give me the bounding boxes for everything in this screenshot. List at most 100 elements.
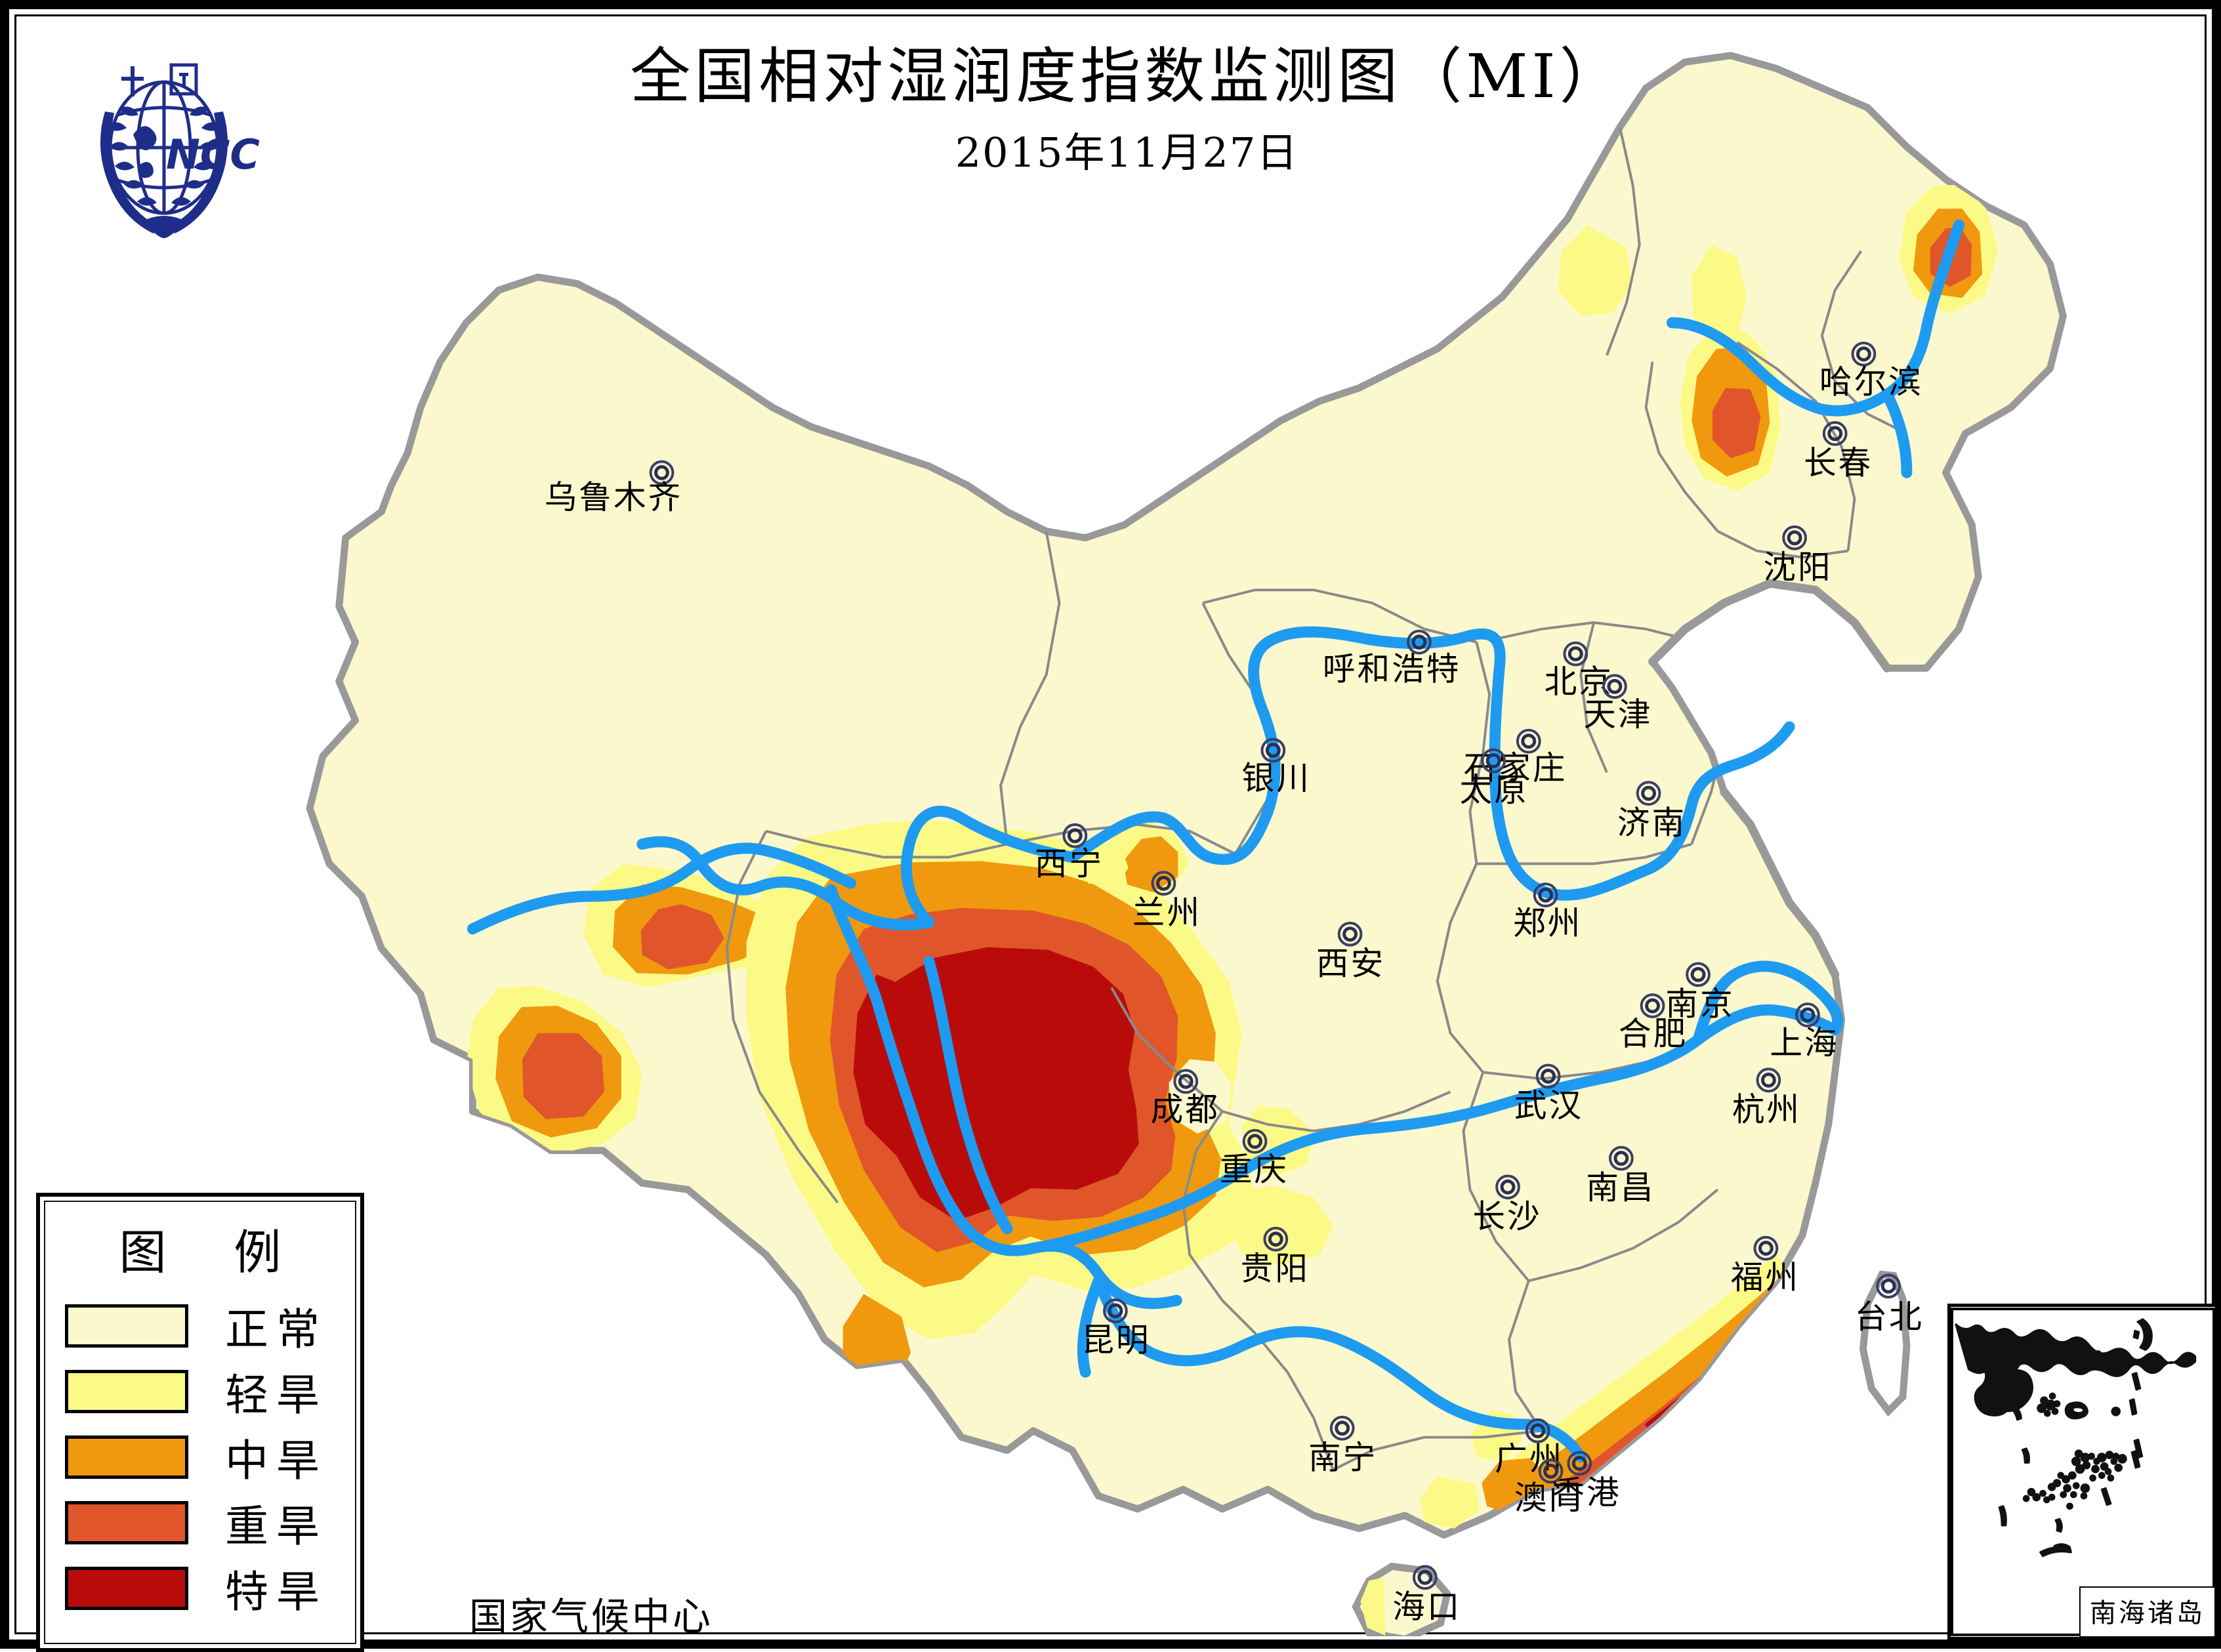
city-dot-inner: [1530, 1423, 1546, 1439]
city-label: 西宁: [1035, 844, 1104, 882]
city-marker[interactable]: 香港: [1552, 1451, 1621, 1512]
south-china-sea-inset[interactable]: 南海诸岛: [1947, 1304, 2218, 1640]
legend-item[interactable]: 中旱: [45, 1424, 355, 1490]
river-yellow-source: [636, 836, 935, 931]
river-songhua: [1666, 219, 1964, 417]
city-dot-outer: [1263, 1226, 1289, 1252]
city-label: 上海: [1770, 1024, 1838, 1062]
city-dot-outer: [1329, 1415, 1355, 1441]
city-dot-outer: [1407, 629, 1432, 655]
city-label: 海口: [1392, 1588, 1461, 1626]
city-marker[interactable]: 重庆: [1220, 1128, 1289, 1188]
legend-item[interactable]: 重旱: [45, 1490, 355, 1556]
city-label: 南宁: [1308, 1438, 1377, 1476]
legend-item[interactable]: 正常: [45, 1293, 355, 1359]
city-label: 济南: [1617, 804, 1686, 842]
city-marker[interactable]: 南京: [1665, 962, 1734, 1023]
city-dot-outer: [1753, 1235, 1779, 1261]
city-dot-inner: [1787, 530, 1802, 546]
city-dot-outer: [649, 460, 675, 485]
legend-label: 轻旱: [225, 1370, 327, 1420]
cma-ncc-emblem-logo: NCC: [100, 63, 260, 238]
city-label: 贵阳: [1241, 1249, 1310, 1287]
legend-item[interactable]: 轻旱: [45, 1359, 355, 1424]
city-marker[interactable]: 银川: [1242, 737, 1311, 797]
city-marker[interactable]: 海口: [1392, 1565, 1461, 1626]
river-yellow-upper: [901, 806, 1078, 928]
city-dot-outer: [1538, 1458, 1564, 1484]
city-marker[interactable]: 上海: [1770, 1002, 1838, 1062]
city-marker[interactable]: 北京: [1545, 641, 1613, 701]
city-marker[interactable]: 郑州: [1513, 882, 1582, 942]
city-label: 重庆: [1220, 1150, 1289, 1188]
city-marker[interactable]: 澳门: [1514, 1458, 1583, 1517]
city-dot-inner: [1641, 785, 1657, 801]
city-dot-outer: [1173, 1069, 1199, 1094]
zone-severe: [1712, 388, 1761, 459]
legend-label: 重旱: [225, 1501, 327, 1552]
city-marker[interactable]: 西安: [1316, 921, 1385, 982]
city-dot-inner: [1800, 1007, 1816, 1023]
river-yangtze-east: [1692, 960, 1843, 1046]
city-marker[interactable]: 兰州: [1132, 871, 1201, 932]
city-marker[interactable]: 台北: [1855, 1273, 1924, 1336]
city-label: 香港: [1552, 1474, 1621, 1512]
city-marker[interactable]: 呼和浩特: [1323, 629, 1461, 688]
city-marker[interactable]: 福州: [1731, 1235, 1800, 1296]
city-marker[interactable]: 长沙: [1472, 1174, 1541, 1235]
city-marker[interactable]: 昆明: [1081, 1298, 1150, 1359]
city-marker[interactable]: 贵阳: [1241, 1226, 1310, 1287]
city-dot-outer: [1533, 882, 1558, 908]
city-dot-inner: [1690, 966, 1706, 982]
city-dot-outer: [1851, 341, 1877, 367]
city-label: 乌鲁木齐: [545, 478, 683, 516]
city-dot-inner: [1760, 1072, 1776, 1088]
city-dot-inner: [1247, 1134, 1262, 1149]
city-dot-inner: [1538, 887, 1554, 903]
river-yangtze-upper2: [923, 956, 1013, 1235]
city-marker[interactable]: 天津: [1583, 674, 1652, 733]
city-dot-outer: [1876, 1273, 1901, 1299]
city-marker[interactable]: 太原: [1459, 748, 1528, 809]
city-dot-inner: [1645, 998, 1660, 1014]
legend-item[interactable]: 特旱: [45, 1556, 355, 1621]
legend-label: 正常: [225, 1304, 327, 1355]
city-label: 沈阳: [1763, 548, 1832, 586]
city-label: 昆明: [1081, 1321, 1150, 1359]
city-marker[interactable]: 哈尔滨: [1819, 341, 1923, 401]
city-marker[interactable]: 乌鲁木齐: [545, 460, 683, 517]
city-label: 郑州: [1513, 904, 1582, 942]
legend-rows: 正常轻旱 中旱重旱 特旱: [45, 1293, 355, 1621]
city-dot-inner: [1417, 1569, 1433, 1585]
river-pearl: [1092, 1275, 1587, 1462]
city-marker[interactable]: 南宁: [1308, 1415, 1377, 1476]
city-dot-outer: [1822, 421, 1848, 446]
city-dot-inner: [1571, 1456, 1587, 1471]
city-marker[interactable]: 成都: [1151, 1069, 1220, 1128]
city-marker[interactable]: 长春: [1804, 421, 1873, 482]
city-dot-inner: [1543, 1463, 1558, 1479]
city-dot-inner: [654, 465, 669, 480]
city-dot-outer: [1686, 962, 1711, 987]
city-label: 澳门: [1514, 1479, 1583, 1517]
city-marker[interactable]: 合肥: [1619, 993, 1688, 1053]
city-marker[interactable]: 石家庄: [1463, 728, 1567, 787]
zone-light: [1419, 1476, 1480, 1529]
river-pearl-branch: [1077, 1275, 1104, 1378]
city-marker[interactable]: 武汉: [1514, 1063, 1583, 1125]
city-marker[interactable]: 西宁: [1035, 823, 1104, 882]
city-marker[interactable]: 南昌: [1586, 1146, 1655, 1207]
city-marker[interactable]: 广州: [1495, 1418, 1564, 1477]
city-dot-inner: [1067, 828, 1083, 844]
city-marker[interactable]: 沈阳: [1763, 525, 1832, 586]
city-dot-outer: [1103, 1298, 1128, 1323]
legend-swatch: [65, 1501, 188, 1544]
city-dot-inner: [1827, 426, 1843, 442]
city-marker[interactable]: 济南: [1617, 781, 1686, 842]
city-marker[interactable]: 杭州: [1732, 1067, 1801, 1128]
city-label: 北京: [1545, 663, 1613, 701]
city-label: 天津: [1583, 695, 1652, 733]
